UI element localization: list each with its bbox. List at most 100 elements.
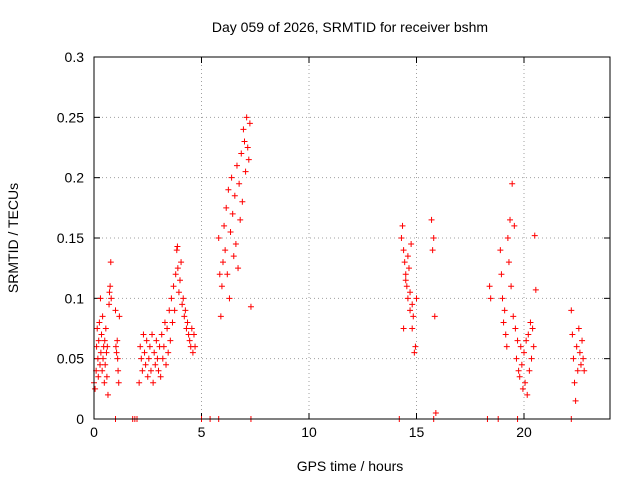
data-point [94,355,101,362]
data-point [163,361,170,368]
data-point [97,349,104,356]
data-point [142,361,149,368]
data-point [101,337,108,344]
data-point [400,325,407,332]
data-point [403,283,410,290]
data-point [95,373,102,380]
data-point [413,295,420,302]
data-point [114,355,121,362]
data-point [400,247,407,254]
data-point [429,247,436,254]
data-point [159,355,166,362]
y-tick-label: 0.1 [65,290,85,306]
data-point [244,144,251,151]
data-point [516,373,523,380]
data-point [113,349,120,356]
data-point [404,295,411,302]
data-point [486,283,493,290]
data-points [91,114,588,422]
data-point [513,355,520,362]
data-point [239,198,246,205]
data-point [104,343,111,350]
data-point [165,349,172,356]
data-point [405,265,412,272]
data-point [182,307,189,314]
data-point [152,361,159,368]
y-tick-label: 0.2 [65,170,85,186]
data-point [518,361,525,368]
data-point [241,138,248,145]
data-point [247,303,254,310]
data-point [168,295,175,302]
data-point [171,307,178,314]
data-point [402,271,409,278]
data-point [100,355,107,362]
plot-frame [93,56,611,420]
data-point [527,319,534,326]
data-point [409,301,416,308]
data-point [145,355,152,362]
data-point [499,295,506,302]
data-point [576,349,583,356]
data-point [179,301,186,308]
data-point [398,235,405,241]
data-point [408,241,415,248]
data-point [183,325,190,332]
grid-lines [94,57,610,419]
data-point [115,367,122,374]
data-point [102,361,109,368]
data-point [174,243,181,250]
data-point [150,379,157,386]
data-point [511,222,518,229]
data-point [108,295,115,302]
data-point [99,367,106,374]
data-point [507,216,514,223]
data-point [412,343,419,350]
data-point [140,331,147,338]
data-point [514,337,521,344]
data-point [504,235,511,241]
data-point [112,307,119,314]
data-point [166,307,173,314]
data-point [227,228,234,235]
data-point [572,397,579,404]
data-point [220,259,226,266]
data-point [432,409,439,416]
data-point [568,307,575,314]
y-tick-label: 0 [76,411,84,427]
x-tick-label: 20 [516,424,532,440]
data-point [409,325,416,332]
data-point [508,283,515,290]
data-point [164,325,171,332]
data-point [573,343,580,350]
data-point [137,343,144,350]
data-point [569,331,576,338]
data-point [233,162,240,169]
data-point [149,331,156,338]
data-point [158,331,165,338]
data-point [153,337,160,344]
x-tick-label: 5 [198,424,206,440]
y-tick-label: 0.25 [57,109,84,125]
data-point [401,259,408,266]
data-point [242,168,249,175]
data-point [505,259,512,266]
data-point [104,391,111,398]
data-point [161,319,168,326]
data-point [530,343,537,350]
data-point [577,361,584,368]
data-point [502,331,509,338]
data-point [192,343,199,350]
data-point [237,216,244,223]
data-point [215,235,222,241]
data-point [498,271,505,278]
data-point [136,379,143,386]
data-point [230,253,237,260]
data-point [574,367,581,374]
data-point [528,355,535,362]
data-point [487,295,494,302]
data-point [92,385,99,392]
data-point [240,126,247,133]
data-point [524,391,531,398]
data-point [243,114,250,121]
